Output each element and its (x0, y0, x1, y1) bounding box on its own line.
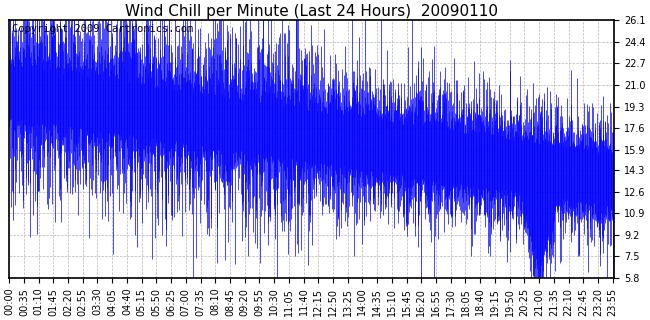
Title: Wind Chill per Minute (Last 24 Hours)  20090110: Wind Chill per Minute (Last 24 Hours) 20… (125, 4, 499, 19)
Text: Copyright 2009 Cartronics.com: Copyright 2009 Cartronics.com (12, 24, 194, 34)
